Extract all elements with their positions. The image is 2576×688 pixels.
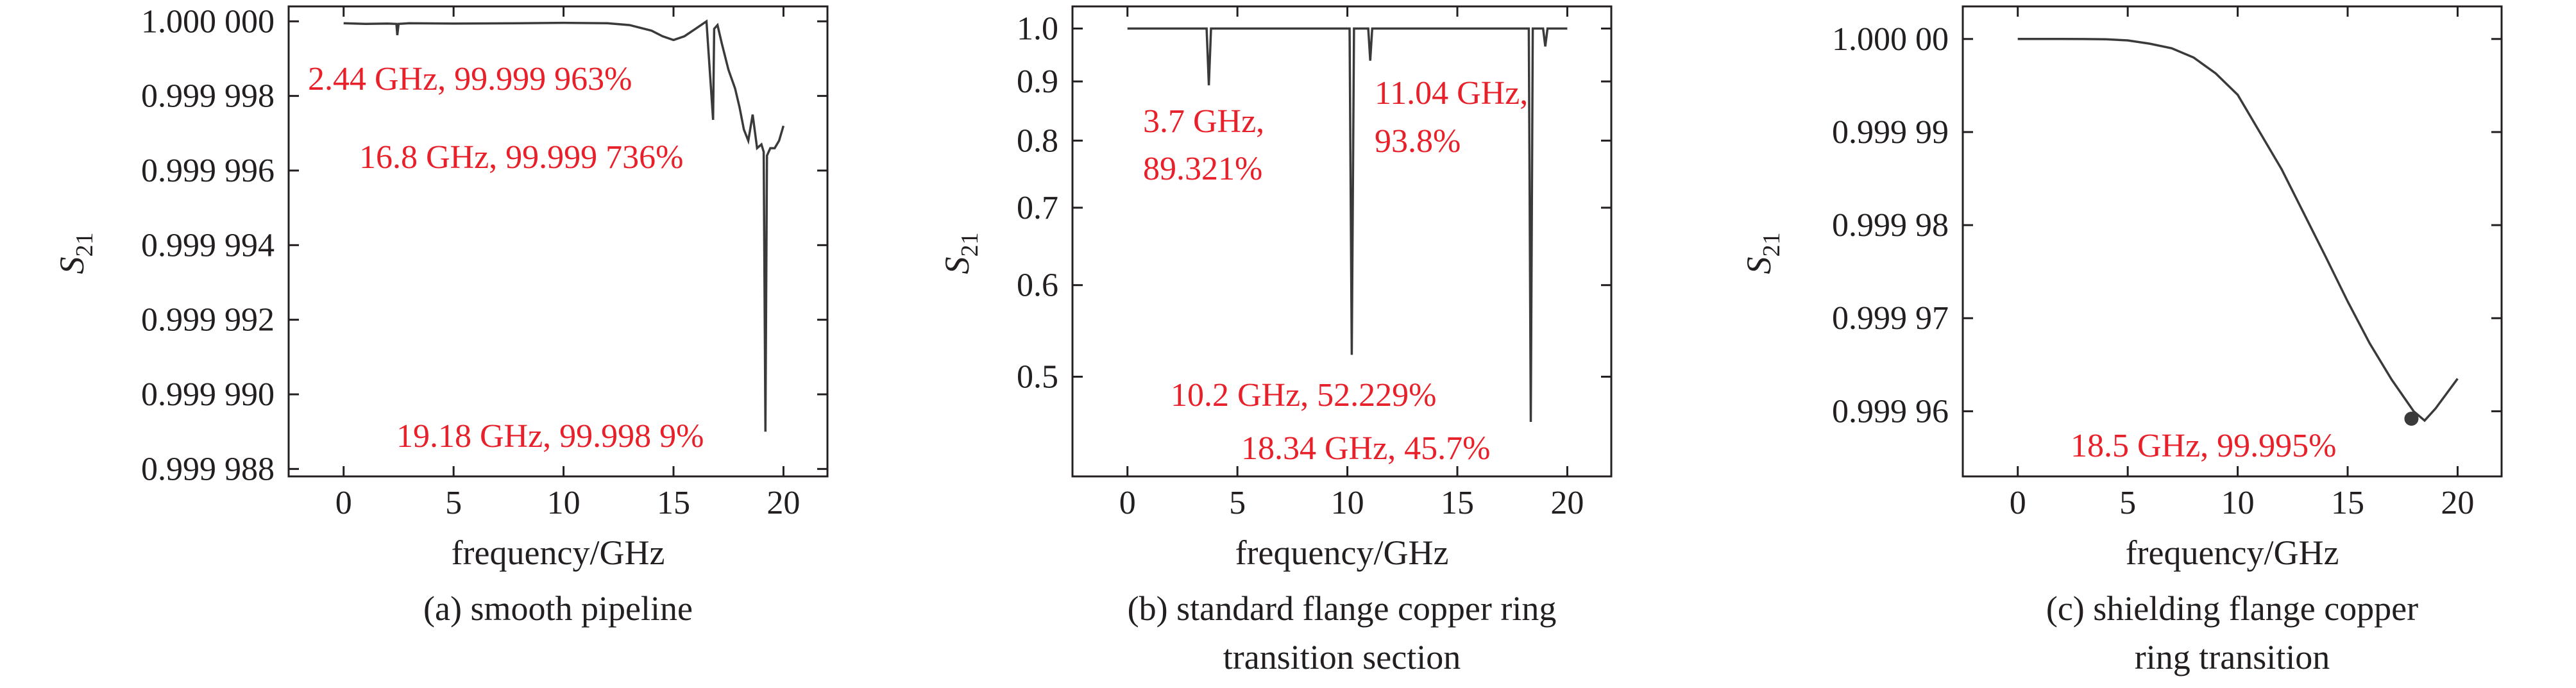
x-axis-label: frequency/GHz [2126,533,2339,572]
axis-ticks [1072,6,1611,476]
x-tick-label: 10 [547,485,580,521]
chart-caption: (a) smooth pipeline [423,589,693,628]
x-tick-labels: 0 5 10 15 20 [2010,485,2475,521]
y-tick-label: 0.999 994 [141,227,275,264]
plot-frame [1071,5,1613,478]
chart-c-svg: 0 5 10 15 20 0.999 960.999 970.999 980.999 9… [1740,5,2503,676]
series-line [343,19,785,432]
y-tick-label: 0.999 992 [141,302,275,339]
series-layer [1127,27,1568,423]
axis-ticks [289,6,827,476]
x-tick-label: 10 [1331,485,1364,521]
x-tick-label: 0 [2010,485,2026,521]
x-tick-label: 0 [335,485,352,521]
chart-caption: transition section [1223,638,1461,676]
y-tick-label: 0.999 996 [141,153,275,189]
x-tick-label: 10 [2221,485,2255,521]
annotation: 10.2 GHz, 52.229% [1171,377,1437,414]
x-tick-label: 20 [767,485,800,521]
annotation: 16.8 GHz, 99.999 736% [359,139,684,176]
axis-ticks [1963,6,2502,476]
x-tick-label: 5 [2119,485,2136,521]
y-tick-labels: 0.999 96 0.999 97 0.999 98 0.999 99 1.000 00 [1832,21,1949,430]
chart-standard-flange: 0 5 10 15 20 0.5 0.6 0.7 0.8 0.9 1.0 frequency/GH… [863,0,1697,685]
x-axis-label: frequency/GHz [452,533,665,572]
annotation: 2.44 GHz, 99.999 963% [308,61,632,97]
series-layer [343,19,785,432]
annotation: 18.5 GHz, 99.995% [2071,428,2337,464]
y-tick-label: 0.999 97 [1832,300,1949,337]
x-tick-label: 5 [445,485,462,521]
y-tick-label: 0.999 990 [141,376,275,413]
y-axis-label: S21 [53,233,98,274]
x-tick-label: 0 [1119,485,1136,521]
annotation: 11.04 GHz, [1375,75,1528,112]
chart-b-svg: 0 5 10 15 20 0.5 0.6 0.7 0.8 0.9 1.0 frequency/GH… [938,5,1613,676]
x-tick-label: 20 [2441,485,2474,521]
annotation: 89.321% [1143,151,1262,187]
series-line [1127,27,1568,423]
series-line [2017,38,2459,423]
minimum-marker [2404,412,2419,426]
y-axis-label: S21 [938,233,983,274]
y-tick-label: 0.6 [1017,267,1058,304]
annotation: 18.34 GHz, 45.7% [1241,430,1491,467]
chart-smooth-pipeline: 0 5 10 15 20 0.999 988 0.999 990 0.999 992 0.99… [0,0,834,685]
chart-caption: (c) shielding flange copper [2046,589,2418,628]
y-tick-labels: 0.5 0.6 0.7 0.8 0.9 1.0 [1017,10,1058,395]
chart-caption: (b) standard flange copper ring [1128,589,1557,628]
series-layer [2017,38,2459,426]
y-tick-label: 0.9 [1017,63,1058,100]
x-tick-label: 15 [2331,485,2364,521]
y-tick-label: 0.999 988 [141,451,275,487]
y-tick-label: 1.000 00 [1832,21,1949,58]
plot-frame [1962,5,2503,478]
y-tick-label: 0.8 [1017,122,1058,159]
annotation: 93.8% [1375,123,1461,160]
y-axis-label: S21 [1740,233,1785,274]
y-tick-label: 1.0 [1017,10,1058,47]
annotation: 19.18 GHz, 99.998 9% [396,418,704,455]
y-tick-label: 0.999 98 [1832,207,1949,244]
chart-shielding-flange: 0 5 10 15 20 0.999 96 0.999 97 0.999 98 0.999 9… [1725,0,2559,685]
y-tick-label: 0.5 [1017,359,1058,396]
x-tick-label: 15 [1441,485,1474,521]
x-axis-label: frequency/GHz [1235,533,1449,572]
x-tick-label: 15 [657,485,690,521]
x-tick-labels: 0 5 10 15 20 [1119,485,1584,521]
y-tick-label: 0.7 [1017,190,1058,226]
plot-frame [287,5,829,478]
y-tick-label: 1.000 000 [141,3,275,40]
x-tick-labels: 0 5 10 15 20 [335,485,801,521]
y-tick-label: 0.999 99 [1832,114,1949,151]
annotation: 3.7 GHz, [1143,103,1264,140]
y-tick-label: 0.999 96 [1832,393,1949,430]
y-tick-label: 0.999 998 [141,78,275,115]
x-tick-label: 5 [1229,485,1246,521]
chart-caption: ring transition [2135,638,2330,676]
x-tick-label: 20 [1550,485,1584,521]
y-tick-labels: 0.999 988 0.999 990 0.999 992 0.999 994 0.99… [141,3,275,487]
